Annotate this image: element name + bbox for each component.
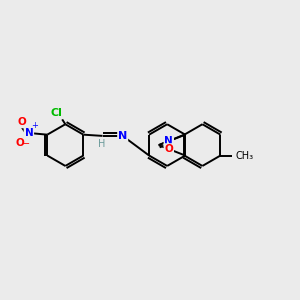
Text: N: N — [164, 136, 173, 146]
Text: +: + — [31, 121, 38, 130]
Text: O: O — [164, 144, 173, 154]
Text: N: N — [118, 131, 127, 141]
Text: CH₃: CH₃ — [236, 151, 254, 160]
Text: N: N — [25, 128, 33, 138]
Text: O: O — [16, 138, 25, 148]
Text: O: O — [17, 117, 26, 128]
Text: H: H — [98, 139, 106, 149]
Text: −: − — [22, 139, 31, 149]
Text: Cl: Cl — [51, 108, 63, 118]
